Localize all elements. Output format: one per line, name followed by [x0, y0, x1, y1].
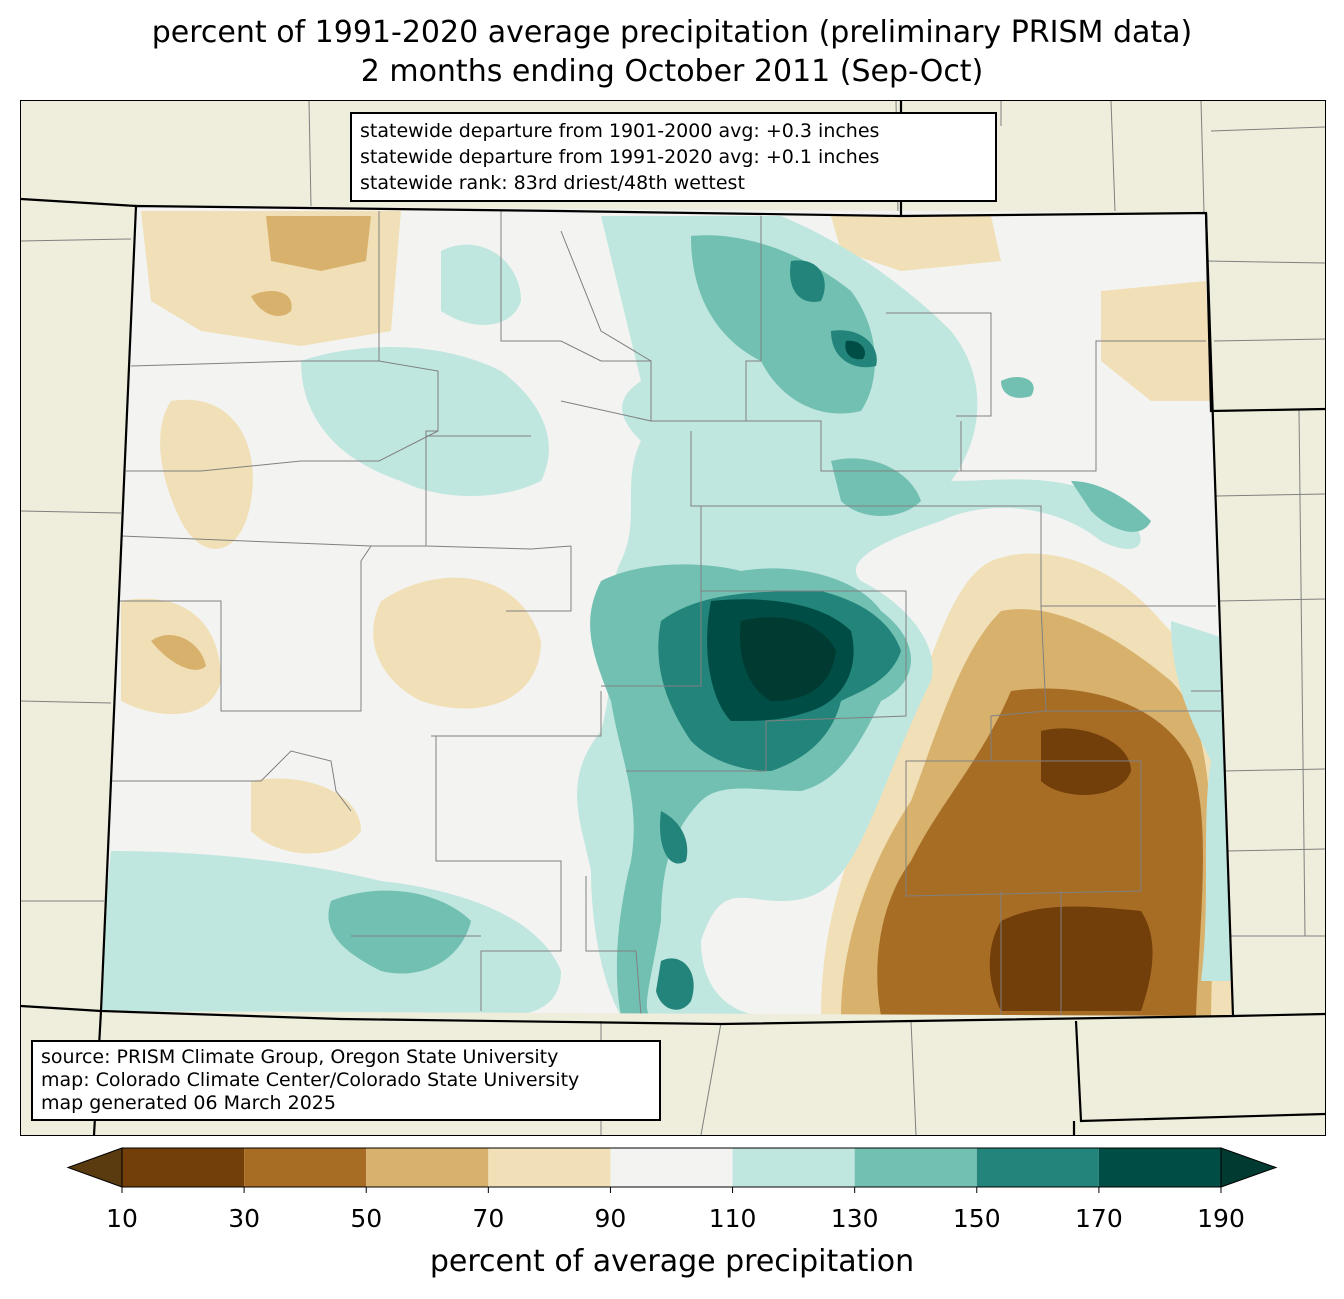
- stats-rank: statewide rank: 83rd driest/48th wettest: [360, 172, 745, 194]
- statewide-stats-box: statewide departure from 1901-2000 avg: …: [350, 112, 997, 202]
- precipitation-field: [101, 206, 1233, 1016]
- source-credits-box: source: PRISM Climate Group, Oregon Stat…: [31, 1040, 661, 1121]
- colorbar-segment: [1098, 1148, 1221, 1187]
- map-title-line-2: 2 months ending October 2011 (Sep-Oct): [360, 54, 984, 89]
- stats-departure-1991-2020: statewide departure from 1991-2020 avg: …: [360, 146, 880, 168]
- colorbar-segment: [976, 1148, 1099, 1187]
- colorbar-tick-label: 10: [106, 1204, 138, 1233]
- colorbar-tick-label: 90: [594, 1204, 627, 1233]
- colorbar: [66, 1147, 1278, 1193]
- colorbar-label: percent of average precipitation: [429, 1244, 915, 1279]
- colorbar-tick-label: 170: [1075, 1204, 1123, 1233]
- colorbar-segment: [732, 1148, 855, 1187]
- colorbar-segment: [366, 1148, 489, 1187]
- colorbar-extend-high: [1220, 1147, 1278, 1188]
- map-frame: [20, 100, 1326, 1136]
- colorbar-segment: [488, 1148, 611, 1187]
- colorbar-tick-label: 150: [952, 1204, 1001, 1233]
- county-lines: [111, 211, 1221, 1016]
- colorbar-segment: [854, 1148, 977, 1187]
- colorbar-extend-low: [66, 1147, 123, 1188]
- colorbar-segment: [122, 1148, 245, 1187]
- generated-date-line: map generated 06 March 2025: [41, 1092, 336, 1114]
- colorbar-tick-label: 130: [830, 1204, 879, 1233]
- colorbar-tick-label: 70: [472, 1204, 505, 1233]
- colorbar-tick-label: 110: [708, 1204, 757, 1233]
- precipitation-map: [21, 101, 1325, 1135]
- colorbar-tick-label: 30: [228, 1204, 261, 1233]
- colorbar-outline: [121, 1147, 1222, 1188]
- map-title-line-1: percent of 1991-2020 average precipitati…: [151, 15, 1193, 50]
- colorbar-tick-label: 190: [1197, 1204, 1245, 1233]
- colorbar-tick-label: 50: [350, 1204, 383, 1233]
- colorbar-segment: [610, 1148, 733, 1187]
- map-credit-line: map: Colorado Climate Center/Colorado St…: [41, 1069, 580, 1091]
- source-line: source: PRISM Climate Group, Oregon Stat…: [41, 1046, 559, 1068]
- colorbar-segment: [244, 1148, 367, 1187]
- stats-departure-1901-2000: statewide departure from 1901-2000 avg: …: [360, 120, 880, 142]
